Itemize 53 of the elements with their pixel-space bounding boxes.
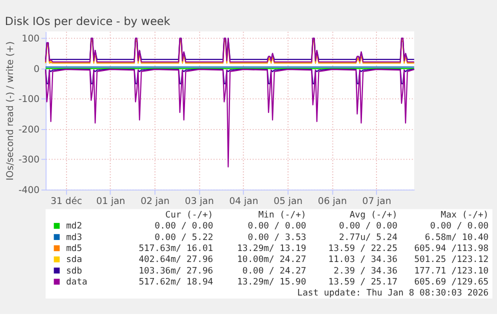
text: 6.58m/ 10.40 [424, 232, 489, 243]
text: Avg (-/+) [350, 210, 398, 220]
text: Max (-/+) [440, 210, 489, 220]
legend-label: sdb [66, 266, 82, 276]
legend-label: md3 [66, 232, 82, 243]
text: 2.39 / 34.36 [334, 266, 398, 276]
text: 103.36m/ 27.96 [138, 266, 214, 276]
x-tick-label: 04 jan [229, 196, 258, 207]
text: 605.94 /113.98 [414, 244, 489, 254]
text: 177.71 /123.10 [414, 266, 489, 276]
text: Last update: Thu Jan 8 08:30:03 2026 [297, 288, 489, 299]
text: 605.69 /129.65 [414, 278, 489, 288]
text: 0.00 / 0.00 [154, 222, 214, 232]
text: 13.29m/ 13.19 [237, 244, 306, 254]
y-tick-label: 0 [34, 64, 40, 75]
y-tick-label: -200 [18, 124, 40, 136]
text: 501.25 /123.12 [414, 255, 489, 266]
x-tick-label: 06 jan [318, 196, 347, 207]
text: Min (-/+) [258, 210, 306, 220]
text: 10.00m/ 24.27 [237, 255, 306, 266]
text: 11.03 / 34.36 [328, 255, 398, 266]
x-tick-label: 01 jan [96, 196, 126, 207]
x-tick-label: 05 jan [274, 196, 303, 207]
y-tick-label: -100 [18, 94, 40, 106]
text: 2.77u/ 5.24 [338, 232, 398, 243]
y-tick-label: -300 [18, 154, 40, 166]
text: 0.00 / 5.22 [154, 232, 214, 243]
text: 13.59 / 25.17 [328, 278, 398, 288]
x-tick-label: 03 jan [184, 196, 214, 207]
x-tick-label: 07 jan [362, 196, 392, 207]
text: 0.00 / 0.00 [430, 222, 489, 232]
text: 517.62m/ 18.94 [138, 278, 214, 288]
legend-label: md2 [66, 222, 82, 232]
text: 13.59 / 22.25 [328, 244, 398, 254]
legend-label: data [66, 278, 88, 288]
chart-title: Disk IOs per device - by week [4, 14, 171, 28]
text: 402.64m/ 27.96 [138, 255, 214, 266]
line-series [45, 68, 415, 168]
x-tick-label: 31 déc [50, 196, 82, 207]
text: 0.00 / 24.27 [242, 266, 306, 276]
y-tick-label: 100 [22, 34, 40, 45]
line-series [45, 68, 415, 84]
y-tick-label: -400 [18, 184, 40, 196]
text: 0.00 / 0.00 [248, 222, 306, 232]
y-axis-title: IOs/second read (-) / write (+) [4, 41, 16, 180]
text: 13.29m/ 15.90 [237, 278, 306, 288]
text: Cur (-/+) [165, 210, 214, 220]
text: 0.00 / 3.53 [248, 232, 306, 243]
text: 517.63m/ 16.01 [138, 244, 214, 254]
legend-label: md5 [66, 244, 82, 254]
text: 0.00 / 0.00 [338, 222, 398, 232]
x-tick-label: 02 jan [140, 196, 170, 207]
legend-label: sda [66, 255, 82, 266]
